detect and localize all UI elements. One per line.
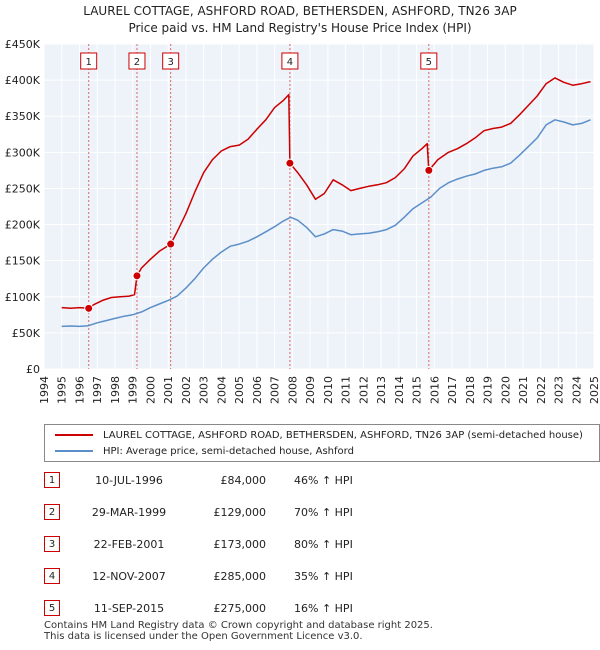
sale-date: 10-JUL-1996 (95, 474, 163, 487)
legend-label-hpi: HPI: Average price, semi-detached house,… (103, 446, 354, 457)
sale-hpi-change: 16% ↑ HPI (294, 602, 353, 615)
sale-price: £285,000 (213, 570, 267, 583)
chart-legend: LAUREL COTTAGE, ASHFORD ROAD, BETHERSDEN… (44, 424, 600, 462)
x-tick-label: 2019 (482, 376, 495, 404)
sale-hpi-change: 80% ↑ HPI (294, 538, 353, 551)
sale-label-box (80, 52, 98, 70)
chart-title: LAUREL COTTAGE, ASHFORD ROAD, BETHERSDEN… (83, 4, 517, 18)
x-tick-label: 2014 (393, 376, 406, 404)
sale-label-box (281, 52, 299, 70)
sale-point (132, 271, 142, 281)
sale-row: 2 29-MAR-1999 £129,000 70% ↑ HPI (44, 504, 584, 524)
y-tick-label: £100K (5, 291, 41, 304)
x-tick-label: 2021 (517, 376, 530, 404)
x-tick-label: 2009 (304, 376, 317, 404)
y-tick-label: £350K (5, 110, 41, 123)
sale-point (84, 303, 94, 313)
sale-date: 22-FEB-2001 (93, 538, 165, 551)
x-tick-label: 2015 (411, 376, 424, 404)
x-tick-label: 1998 (109, 376, 122, 404)
x-tick-label: 2008 (286, 376, 299, 404)
sale-marker-badge: 1 (44, 472, 60, 488)
sale-row: 4 12-NOV-2007 £285,000 35% ↑ HPI (44, 568, 584, 588)
sale-label-number: 3 (167, 57, 173, 68)
legend-swatch-property (55, 434, 93, 436)
x-tick-label: 2018 (464, 376, 477, 404)
x-tick-label: 1994 (38, 376, 51, 404)
x-tick-label: 2002 (180, 376, 193, 404)
sale-label-number: 5 (426, 57, 432, 68)
x-tick-label: 2023 (553, 376, 566, 404)
y-tick-label: £450K (5, 38, 41, 51)
x-tick-label: 2013 (375, 376, 388, 404)
sale-marker-badge: 3 (44, 536, 60, 552)
sale-hpi-change: 70% ↑ HPI (294, 506, 353, 519)
y-tick-label: £50K (12, 327, 41, 340)
x-tick-label: 2010 (322, 376, 335, 404)
sale-label-box (128, 52, 146, 70)
x-tick-label: 2012 (357, 376, 370, 404)
sale-label-box (162, 52, 180, 70)
series-line-property (61, 77, 591, 310)
y-tick-label: £150K (5, 255, 41, 268)
sale-price: £275,000 (213, 602, 267, 615)
x-tick-label: 2016 (428, 376, 441, 404)
x-tick-label: 1997 (91, 376, 104, 404)
sale-label-number: 2 (134, 57, 140, 68)
sale-row: 3 22-FEB-2001 £173,000 80% ↑ HPI (44, 536, 584, 556)
x-tick-label: 2000 (144, 376, 157, 404)
sale-date: 29-MAR-1999 (91, 506, 167, 519)
sale-label-number: 1 (86, 57, 92, 68)
x-tick-label: 1996 (73, 376, 86, 404)
y-tick-label: £250K (5, 182, 41, 195)
sale-marker-badge: 5 (44, 600, 60, 616)
x-tick-label: 2017 (446, 376, 459, 404)
x-tick-label: 1999 (127, 376, 140, 404)
x-tick-label: 2001 (162, 376, 175, 404)
sale-row: 5 11-SEP-2015 £275,000 16% ↑ HPI (44, 600, 584, 620)
plot-area (44, 44, 594, 369)
y-tick-label: £0 (26, 363, 40, 376)
legend-swatch-hpi (55, 450, 93, 452)
sale-hpi-change: 46% ↑ HPI (294, 474, 353, 487)
legend-item-hpi: HPI: Average price, semi-detached house,… (55, 446, 354, 457)
legend-label-property: LAUREL COTTAGE, ASHFORD ROAD, BETHERSDEN… (103, 430, 583, 441)
sale-price: £84,000 (220, 474, 267, 487)
x-tick-label: 2011 (340, 376, 353, 404)
sale-date: 11-SEP-2015 (93, 602, 165, 615)
y-tick-label: £300K (5, 146, 41, 159)
sale-marker-badge: 2 (44, 504, 60, 520)
price-chart: 1994 1995 1996 1997 1998 1999 2000 2001 2002 2003… (5, 38, 600, 404)
x-tick-label: 2003 (198, 376, 211, 404)
x-tick-label: 1995 (56, 376, 69, 404)
sale-price: £173,000 (213, 538, 267, 551)
x-tick-label: 2022 (535, 376, 548, 404)
sale-label-box (420, 52, 438, 70)
x-tick-label: 2024 (570, 376, 583, 404)
x-tick-label: 2006 (251, 376, 264, 404)
sale-marker-badge: 4 (44, 568, 60, 584)
sale-price: £129,000 (213, 506, 267, 519)
footer-notice: Contains HM Land Registry data © Crown c… (44, 620, 433, 642)
footer-copyright: Contains HM Land Registry data © Crown c… (44, 620, 433, 631)
legend-item-property: LAUREL COTTAGE, ASHFORD ROAD, BETHERSDEN… (55, 430, 583, 441)
y-tick-label: £200K (5, 219, 41, 232)
chart-subtitle: Price paid vs. HM Land Registry's House … (128, 21, 472, 35)
sale-label-number: 4 (287, 57, 293, 68)
y-tick-label: £400K (5, 74, 41, 87)
sale-point (166, 239, 176, 249)
sale-row: 1 10-JUL-1996 £84,000 46% ↑ HPI (44, 472, 584, 492)
sale-point (285, 158, 295, 168)
footer-licence: This data is licensed under the Open Gov… (44, 631, 363, 642)
x-tick-label: 2007 (269, 376, 282, 404)
x-tick-label: 2005 (233, 376, 246, 404)
sale-hpi-change: 35% ↑ HPI (294, 570, 353, 583)
x-tick-label: 2004 (215, 376, 228, 404)
x-tick-label: 2025 (588, 376, 600, 404)
sale-point (424, 165, 434, 175)
series-line-hpi (61, 119, 591, 328)
x-tick-label: 2020 (499, 376, 512, 404)
sale-date: 12-NOV-2007 (92, 570, 166, 583)
